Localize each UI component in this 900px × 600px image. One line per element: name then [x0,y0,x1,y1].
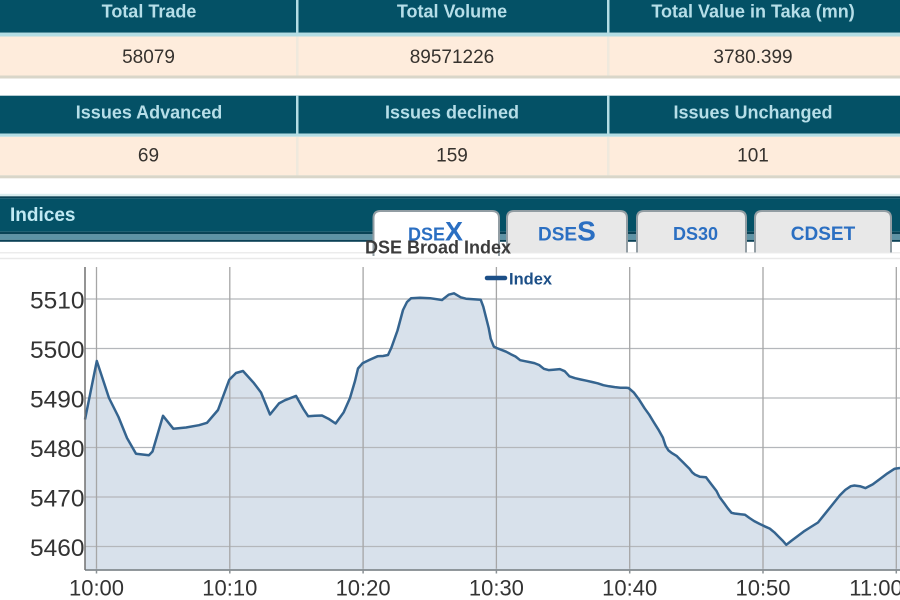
svg-text:5480: 5480 [30,436,85,463]
svg-text:5470: 5470 [30,486,85,513]
svg-text:DSE Broad Index: DSE Broad Index [365,238,511,258]
svg-text:Issues declined: Issues declined [385,102,519,122]
svg-text:3780.399: 3780.399 [713,47,792,68]
svg-text:10:50: 10:50 [735,576,790,600]
svg-text:5500: 5500 [30,337,85,364]
svg-text:Indices: Indices [10,205,75,226]
svg-text:69: 69 [138,146,159,167]
svg-text:89571226: 89571226 [410,47,495,68]
svg-text:Issues Unchanged: Issues Unchanged [673,102,832,122]
svg-text:CDSET: CDSET [791,224,856,245]
svg-text:101: 101 [737,146,769,167]
svg-text:Issues Advanced: Issues Advanced [76,102,222,122]
svg-text:Total Value in Taka (mn): Total Value in Taka (mn) [651,2,854,22]
svg-text:10:10: 10:10 [202,576,257,600]
svg-text:10:40: 10:40 [602,576,657,600]
svg-text:159: 159 [436,146,468,167]
svg-text:10:30: 10:30 [469,576,524,600]
svg-text:58079: 58079 [122,47,175,68]
svg-text:Total Trade: Total Trade [102,2,197,22]
svg-text:5510: 5510 [30,288,85,315]
svg-text:DS30: DS30 [673,224,718,244]
svg-text:5460: 5460 [30,535,85,562]
svg-text:10:20: 10:20 [336,576,391,600]
svg-text:Total Volume: Total Volume [397,2,507,22]
svg-text:10:00: 10:00 [69,576,124,600]
svg-text:5490: 5490 [30,387,85,414]
svg-text:Index: Index [509,271,553,289]
svg-text:11:00: 11:00 [849,576,900,600]
